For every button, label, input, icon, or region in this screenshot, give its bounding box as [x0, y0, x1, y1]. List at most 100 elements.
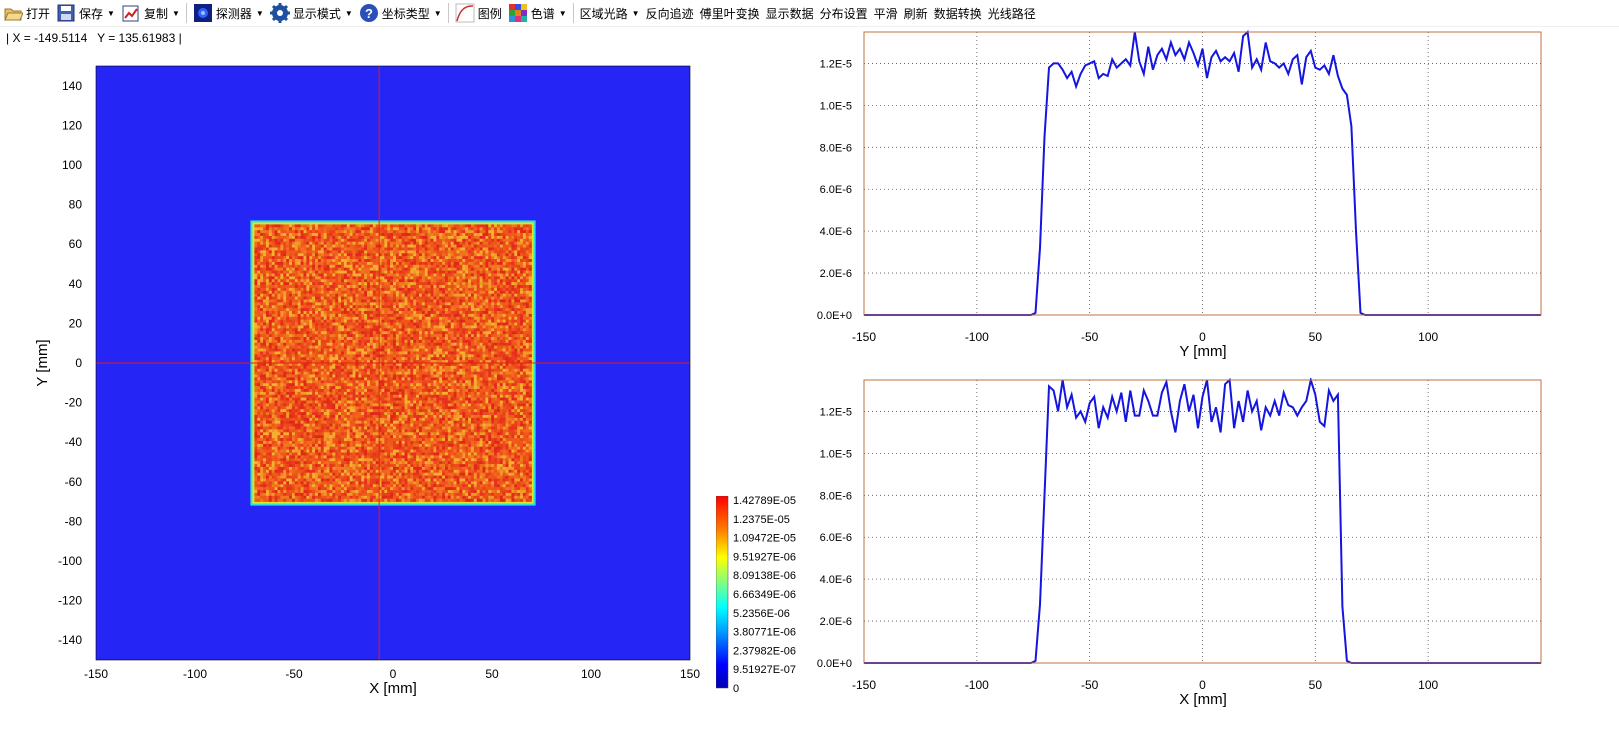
- dropdown-arrow-icon[interactable]: ▼: [171, 8, 180, 18]
- toolbar-button-label: 傅里叶变换: [699, 6, 760, 21]
- toolbar: 打开 保存 ▼ 复制 ▼ 探测器 ▼ 显示模式 ▼? 坐标类型 ▼ 图例 色谱 ▼ 区域光路 ▼ 反向追迹 傅里叶…: [0, 0, 1619, 27]
- y-tick-label: 1.2E-5: [820, 406, 852, 418]
- toolbar-button-label: 平滑: [873, 6, 898, 21]
- y-tick-label: 8.0E-6: [820, 142, 852, 154]
- help-icon: ?: [359, 4, 378, 22]
- y-tick-label: 80: [69, 198, 83, 212]
- save-icon: [57, 4, 75, 22]
- x-tick-label: -50: [1081, 678, 1099, 692]
- y-tick-label: 4.0E-6: [820, 574, 852, 586]
- x-profile-panel[interactable]: 0.0E+0 2.0E-6 4.0E-6 6.0E-6 8.0E-6 1.0E-5 1.2E…: [800, 376, 1610, 723]
- y-tick-label: -100: [58, 554, 82, 568]
- toolbar-button-12[interactable]: 分布设置: [817, 1, 871, 25]
- colorbar-label: 8.09138E-06: [733, 570, 796, 582]
- toolbar-button-15[interactable]: 数据转换: [931, 1, 985, 25]
- x-tick-label: -100: [183, 667, 207, 681]
- colorbar-bar: [715, 495, 729, 689]
- toolbar-button-label: 数据转换: [933, 6, 982, 21]
- x-tick-label: -50: [285, 667, 303, 681]
- plot-frame: [863, 31, 1542, 316]
- y-tick-label: 1.0E-5: [820, 100, 852, 112]
- heatmap-cells: [254, 224, 532, 502]
- y-tick-label: 60: [69, 237, 83, 251]
- toolbar-button-7[interactable]: 色谱 ▼: [505, 1, 570, 25]
- x-tick-label: -150: [852, 330, 876, 344]
- copy-chart-icon: [122, 5, 139, 22]
- y-tick-label: 2.0E-6: [820, 616, 852, 628]
- x-tick-label: 50: [1309, 330, 1323, 344]
- toolbar-button-4[interactable]: 显示模式 ▼: [267, 1, 356, 25]
- colorbar-label: 9.51927E-07: [733, 664, 796, 676]
- toolbar-button-11[interactable]: 显示数据: [763, 1, 817, 25]
- colorbar-label: 0: [733, 683, 739, 695]
- dropdown-arrow-icon[interactable]: ▼: [433, 8, 442, 18]
- colorbar-label: 1.42789E-05: [733, 496, 796, 507]
- dropdown-arrow-icon[interactable]: ▼: [107, 8, 115, 18]
- y-tick-label: 6.0E-6: [820, 532, 852, 544]
- toolbar-button-14[interactable]: 刷新: [901, 1, 931, 25]
- x-tick-label: 0: [1199, 330, 1206, 344]
- x-tick-label: 100: [1418, 330, 1438, 344]
- y-tick-label: 0.0E+0: [817, 658, 852, 670]
- toolbar-button-5[interactable]: ? 坐标类型 ▼: [356, 1, 445, 25]
- x-tick-label: 150: [680, 667, 700, 681]
- toolbar-button-13[interactable]: 平滑: [871, 1, 901, 25]
- svg-text:?: ?: [365, 6, 373, 21]
- dropdown-arrow-icon[interactable]: ▼: [344, 8, 353, 18]
- profile-line: [864, 29, 1541, 316]
- x-tick-label: -100: [965, 330, 989, 344]
- toolbar-button-16[interactable]: 光线路径: [985, 1, 1039, 25]
- colorbar-label: 2.37982E-06: [733, 645, 796, 657]
- colorbar-label: 3.80771E-06: [733, 627, 796, 639]
- legend-curve-icon: [455, 3, 475, 23]
- x-axis-label: X [mm]: [1179, 691, 1227, 708]
- x-profile-chart[interactable]: 0.0E+0 2.0E-6 4.0E-6 6.0E-6 8.0E-6 1.0E-5 1.2E…: [800, 376, 1610, 718]
- x-tick-label: 50: [1309, 678, 1323, 692]
- toolbar-button-label: 保存: [79, 6, 104, 21]
- toolbar-button-6[interactable]: 图例: [452, 1, 505, 25]
- y-tick-label: 0: [75, 356, 82, 370]
- y-tick-label: 0.0E+0: [817, 310, 852, 322]
- colorbar-label: 6.66349E-06: [733, 589, 796, 601]
- toolbar-button-label: 光线路径: [987, 6, 1036, 21]
- toolbar-button-label: 显示模式: [292, 6, 341, 21]
- toolbar-button-2[interactable]: 复制 ▼: [118, 1, 183, 25]
- toolbar-separator: [185, 3, 187, 23]
- toolbar-button-label: 分布设置: [819, 6, 868, 21]
- y-profile-chart[interactable]: 0.0E+0 2.0E-6 4.0E-6 6.0E-6 8.0E-6 1.0E-5 1.2E…: [800, 29, 1610, 370]
- y-tick-label: 1.2E-5: [820, 58, 852, 70]
- x-tick-label: 0: [390, 667, 397, 681]
- dropdown-arrow-icon[interactable]: ▼: [255, 8, 264, 18]
- toolbar-button-label: 探测器: [215, 6, 252, 21]
- y-tick-label: 4.0E-6: [820, 226, 852, 238]
- toolbar-button-label: 刷新: [903, 6, 928, 21]
- y-tick-label: -20: [65, 396, 83, 410]
- toolbar-button-label: 色谱: [530, 6, 555, 21]
- x-tick-label: -150: [84, 667, 108, 681]
- y-tick-label: 6.0E-6: [820, 184, 852, 196]
- toolbar-button-label: 区域光路: [579, 6, 628, 21]
- toolbar-button-9[interactable]: 反向追迹: [643, 1, 697, 25]
- toolbar-button-3[interactable]: 探测器 ▼: [190, 1, 267, 25]
- toolbar-button-label: 复制: [143, 6, 168, 21]
- toolbar-button-1[interactable]: 保存 ▼: [53, 1, 118, 25]
- toolbar-button-8[interactable]: 区域光路 ▼: [577, 1, 643, 25]
- x-tick-label: 100: [1418, 678, 1438, 692]
- y-profile-panel[interactable]: 0.0E+0 2.0E-6 4.0E-6 6.0E-6 8.0E-6 1.0E-5 1.2E…: [800, 29, 1610, 375]
- plot-frame: [863, 379, 1542, 664]
- toolbar-button-10[interactable]: 傅里叶变换: [697, 1, 763, 25]
- y-tick-label: 120: [62, 118, 82, 132]
- x-tick-label: 50: [485, 667, 499, 681]
- heatmap-panel[interactable]: -150 -100 -50 0 50 100 150 140 120 100 80 60 40 20 0 -2…: [0, 44, 720, 729]
- profile-line: [864, 376, 1541, 664]
- x-tick-label: -50: [1081, 330, 1099, 344]
- toolbar-button-label: 显示数据: [765, 6, 814, 21]
- y-tick-label: -120: [58, 594, 82, 608]
- toolbar-button-0[interactable]: 打开: [0, 1, 53, 25]
- dropdown-arrow-icon[interactable]: ▼: [631, 8, 640, 18]
- colorbar-label: 1.09472E-05: [733, 533, 796, 545]
- heatmap-chart[interactable]: -150 -100 -50 0 50 100 150 140 120 100 80 60 40 20 0 -2…: [0, 44, 720, 724]
- toolbar-separator: [447, 3, 449, 23]
- dropdown-arrow-icon[interactable]: ▼: [558, 8, 567, 18]
- detector-icon: [193, 4, 212, 22]
